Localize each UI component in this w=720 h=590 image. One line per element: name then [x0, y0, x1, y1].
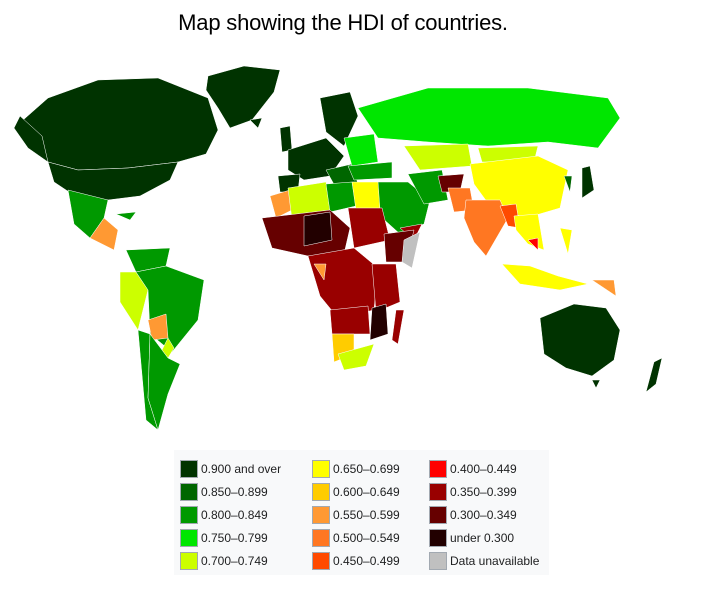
region-japan: [581, 165, 595, 199]
legend-label-850: 0.850–0.899: [201, 485, 268, 499]
legend-item-650: 0.650–0.699: [312, 459, 400, 479]
legend-item-unavailable: Data unavailable: [429, 551, 539, 571]
region-alaska: [13, 115, 49, 163]
region-greenland: [205, 65, 281, 129]
region-gabon: [313, 263, 327, 281]
legend-swatch-under-300: [429, 529, 447, 547]
legend-item-450: 0.450–0.499: [312, 551, 400, 571]
region-cuba: [115, 211, 137, 221]
region-new-zealand: [645, 357, 663, 393]
legend-item-900: 0.900 and over: [180, 459, 281, 479]
legend-label-unavailable: Data unavailable: [450, 554, 540, 568]
legend-item-300: 0.300–0.349: [429, 505, 517, 525]
legend-item-under-300: under 0.300: [429, 528, 514, 548]
legend-item-500: 0.500–0.549: [312, 528, 400, 548]
legend-label-450: 0.450–0.499: [333, 554, 400, 568]
legend-label-750: 0.750–0.799: [201, 531, 268, 545]
legend-label-300: 0.300–0.349: [450, 508, 517, 522]
legend-swatch-400: [429, 460, 447, 478]
legend-label-500: 0.500–0.549: [333, 531, 400, 545]
region-somalia: [401, 231, 421, 269]
legend-label-under-300: under 0.300: [450, 531, 515, 545]
region-niger: [303, 211, 333, 247]
legend-swatch-850: [180, 483, 198, 501]
legend-label-350: 0.350–0.399: [450, 485, 517, 499]
region-cambodia: [527, 237, 539, 251]
region-central-america: [89, 217, 119, 251]
legend-item-550: 0.550–0.599: [312, 505, 400, 525]
legend-label-550: 0.550–0.599: [333, 508, 400, 522]
region-sudan: [347, 207, 391, 249]
region-tasmania: [591, 379, 601, 389]
region-russia: [357, 87, 621, 149]
legend-item-800: 0.800–0.849: [180, 505, 268, 525]
region-libya: [325, 181, 357, 213]
legend: 0.900 and over 0.850–0.899 0.800–0.849 0…: [174, 450, 549, 575]
legend-swatch-900: [180, 460, 198, 478]
legend-item-350: 0.350–0.399: [429, 482, 517, 502]
legend-item-700: 0.700–0.749: [180, 551, 268, 571]
legend-swatch-450: [312, 552, 330, 570]
legend-item-600: 0.600–0.649: [312, 482, 400, 502]
region-angola-zambia: [329, 305, 371, 335]
region-scandinavia: [319, 91, 359, 147]
legend-swatch-300: [429, 506, 447, 524]
legend-swatch-350: [429, 483, 447, 501]
legend-swatch-550: [312, 506, 330, 524]
legend-label-600: 0.600–0.649: [333, 485, 400, 499]
region-argentina: [147, 333, 181, 431]
region-usa: [47, 161, 179, 201]
region-philippines: [559, 227, 573, 255]
legend-swatch-500: [312, 529, 330, 547]
legend-swatch-800: [180, 506, 198, 524]
region-uk: [279, 125, 293, 153]
legend-label-700: 0.700–0.749: [201, 554, 268, 568]
legend-label-400: 0.400–0.449: [450, 462, 517, 476]
legend-item-400: 0.400–0.449: [429, 459, 517, 479]
legend-swatch-650: [312, 460, 330, 478]
region-ecuador-peru: [119, 271, 149, 331]
world-map: [13, 65, 663, 431]
region-indonesia: [501, 263, 589, 291]
region-madagascar: [391, 309, 405, 345]
region-eastern-europe: [343, 133, 379, 167]
region-iran: [407, 169, 449, 205]
legend-label-800: 0.800–0.849: [201, 508, 268, 522]
region-korea: [563, 175, 573, 193]
region-papua-new-guinea: [591, 279, 617, 297]
region-kazakhstan: [403, 143, 473, 171]
region-iceland: [249, 117, 263, 129]
legend-label-900: 0.900 and over: [201, 462, 282, 476]
legend-swatch-600: [312, 483, 330, 501]
legend-swatch-750: [180, 529, 198, 547]
legend-label-650: 0.650–0.699: [333, 462, 400, 476]
region-mozambique: [369, 303, 389, 341]
region-australia: [539, 303, 621, 377]
legend-swatch-700: [180, 552, 198, 570]
region-south-africa: [337, 343, 375, 371]
map-title: Map showing the HDI of countries.: [178, 10, 508, 35]
legend-item-850: 0.850–0.899: [180, 482, 268, 502]
region-turkey: [347, 161, 393, 181]
region-southeast-asia: [513, 213, 545, 251]
region-egypt: [351, 181, 381, 211]
legend-swatch-unavailable: [429, 552, 447, 570]
legend-item-750: 0.750–0.799: [180, 528, 268, 548]
region-east-africa: [371, 263, 401, 313]
region-india: [463, 199, 509, 257]
